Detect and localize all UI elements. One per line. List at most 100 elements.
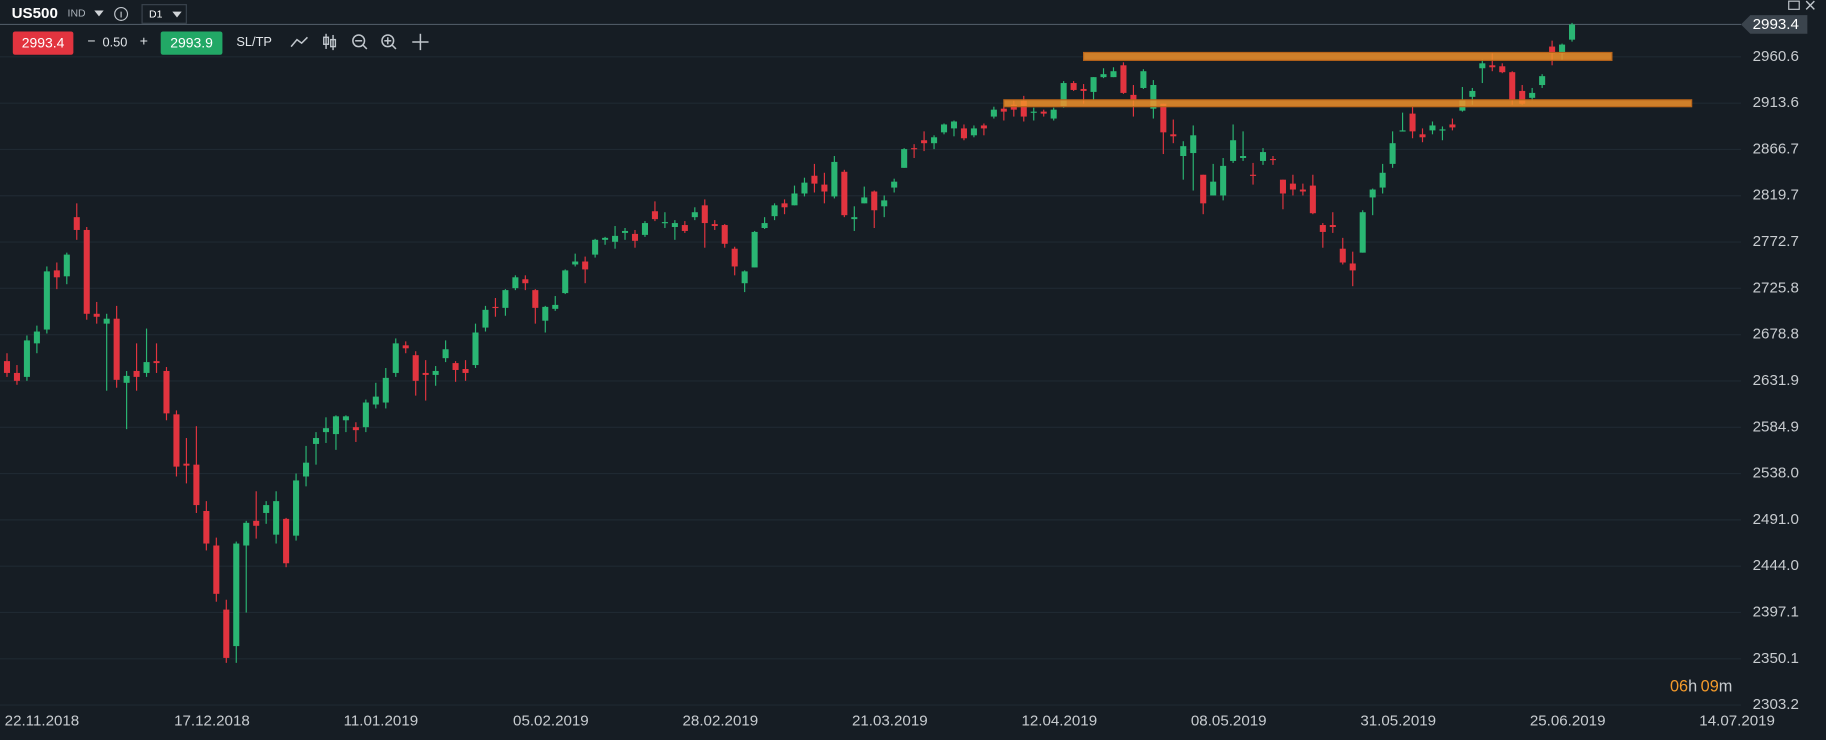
y-tick-label: 2631.9 bbox=[1753, 372, 1799, 389]
candle-body bbox=[622, 230, 629, 233]
candle-body bbox=[901, 149, 908, 168]
timeframe-box[interactable] bbox=[141, 4, 187, 24]
y-tick-label: 2350.1 bbox=[1753, 650, 1799, 667]
candle-body bbox=[93, 313, 100, 317]
candle-body bbox=[512, 277, 519, 289]
y-tick-label: 2866.7 bbox=[1753, 140, 1799, 157]
toolbar: US500 IND D1 2993.4 − 0.50 + 2993.9 SL/T… bbox=[12, 4, 429, 55]
candle-body bbox=[602, 237, 609, 240]
candle-body bbox=[1070, 83, 1077, 90]
y-tick-label: 2678.8 bbox=[1753, 326, 1799, 343]
candle-body bbox=[771, 205, 778, 217]
countdown-m: m bbox=[1719, 678, 1733, 696]
minimize-button[interactable] bbox=[1788, 0, 1800, 10]
candle-body bbox=[123, 375, 130, 383]
candle-body bbox=[851, 217, 858, 220]
timeframe-dropdown[interactable] bbox=[172, 11, 182, 18]
candle-body bbox=[1299, 189, 1306, 192]
candle-body bbox=[931, 137, 938, 144]
candle-body bbox=[671, 223, 678, 228]
candle-body bbox=[422, 372, 429, 375]
dropdown-icon[interactable] bbox=[94, 10, 104, 17]
line-tool-icon[interactable] bbox=[290, 36, 308, 48]
candle-body bbox=[1379, 172, 1386, 188]
candle-body bbox=[1519, 90, 1526, 104]
candle-body bbox=[921, 140, 928, 144]
candle-body bbox=[1479, 63, 1486, 69]
candle-body bbox=[781, 203, 788, 208]
buy-button[interactable] bbox=[160, 31, 223, 55]
candle-body bbox=[940, 124, 948, 133]
axes: 2303.2 2350.1 2397.1 2444.0 2491.0 2538.0 2584… bbox=[5, 15, 1808, 729]
candle-body bbox=[791, 193, 798, 206]
candle-body bbox=[681, 225, 688, 231]
candle-body bbox=[1020, 100, 1027, 117]
zoom-out-icon[interactable] bbox=[352, 34, 368, 50]
y-tick-label: 2584.9 bbox=[1753, 418, 1799, 435]
candle-body bbox=[342, 416, 349, 421]
symbol[interactable]: US500 bbox=[12, 5, 58, 22]
y-tick-label: 2397.1 bbox=[1753, 603, 1799, 620]
candle-body bbox=[322, 428, 330, 433]
candle-body bbox=[13, 372, 20, 381]
candle-body bbox=[193, 464, 200, 506]
x-tick-label: 28.02.2019 bbox=[683, 712, 759, 729]
candle-body bbox=[1289, 183, 1296, 190]
y-tick-label: 2538.0 bbox=[1753, 465, 1799, 482]
candle-body bbox=[442, 349, 449, 359]
move-icon[interactable] bbox=[412, 33, 429, 51]
candle-body bbox=[1000, 108, 1007, 112]
candle-body bbox=[990, 109, 997, 117]
candle-body bbox=[1259, 152, 1267, 161]
candle-body bbox=[950, 121, 958, 129]
x-tick-label: 31.05.2019 bbox=[1360, 712, 1436, 729]
candle-body bbox=[133, 370, 140, 377]
candle-body bbox=[253, 520, 260, 526]
sell-button[interactable] bbox=[12, 31, 74, 55]
candle-body bbox=[263, 505, 270, 513]
candle-body bbox=[1250, 174, 1257, 176]
info-icon[interactable] bbox=[114, 6, 129, 21]
candle-body bbox=[83, 229, 90, 314]
close-button[interactable] bbox=[1805, 0, 1815, 10]
candle-body bbox=[213, 545, 220, 594]
candle-body bbox=[711, 224, 718, 227]
candle-body bbox=[691, 212, 698, 218]
candle-body bbox=[312, 438, 320, 444]
y-tick-label: 2303.2 bbox=[1753, 696, 1799, 713]
last-price-label: 2993.4 bbox=[1753, 16, 1799, 33]
candle-body bbox=[612, 235, 619, 242]
candle-body bbox=[293, 480, 300, 536]
candle-body bbox=[1050, 109, 1057, 119]
y-tick-label: 2960.6 bbox=[1753, 48, 1799, 65]
candle-body bbox=[352, 427, 359, 431]
candle-body bbox=[562, 270, 569, 294]
zoom-in-icon[interactable] bbox=[381, 34, 397, 50]
candle-body bbox=[392, 343, 399, 373]
spread-minus[interactable]: − bbox=[87, 33, 95, 49]
candle-body bbox=[841, 171, 848, 216]
candle-body bbox=[502, 290, 509, 308]
candle-body bbox=[831, 161, 838, 197]
candle-tool-icon[interactable] bbox=[323, 33, 337, 51]
candle-body bbox=[243, 522, 250, 546]
countdown-minutes: 09 bbox=[1701, 678, 1719, 696]
candle-body bbox=[1190, 135, 1197, 154]
candle-body bbox=[432, 370, 439, 375]
candle-body bbox=[1309, 185, 1316, 214]
candle-body bbox=[113, 318, 120, 380]
candle-body bbox=[43, 271, 50, 330]
spread-plus[interactable]: + bbox=[140, 33, 148, 49]
candle-body bbox=[163, 370, 170, 414]
candle-body bbox=[1509, 72, 1516, 100]
candle-body bbox=[1110, 71, 1117, 78]
sltp[interactable]: SL/TP bbox=[236, 34, 272, 49]
candle-body bbox=[1100, 74, 1107, 78]
candle-body bbox=[1040, 111, 1047, 114]
candle-body bbox=[33, 331, 40, 344]
candle-body bbox=[1319, 225, 1326, 232]
candle-body bbox=[731, 248, 738, 267]
candle-body bbox=[103, 318, 110, 324]
candle-body bbox=[482, 309, 489, 328]
